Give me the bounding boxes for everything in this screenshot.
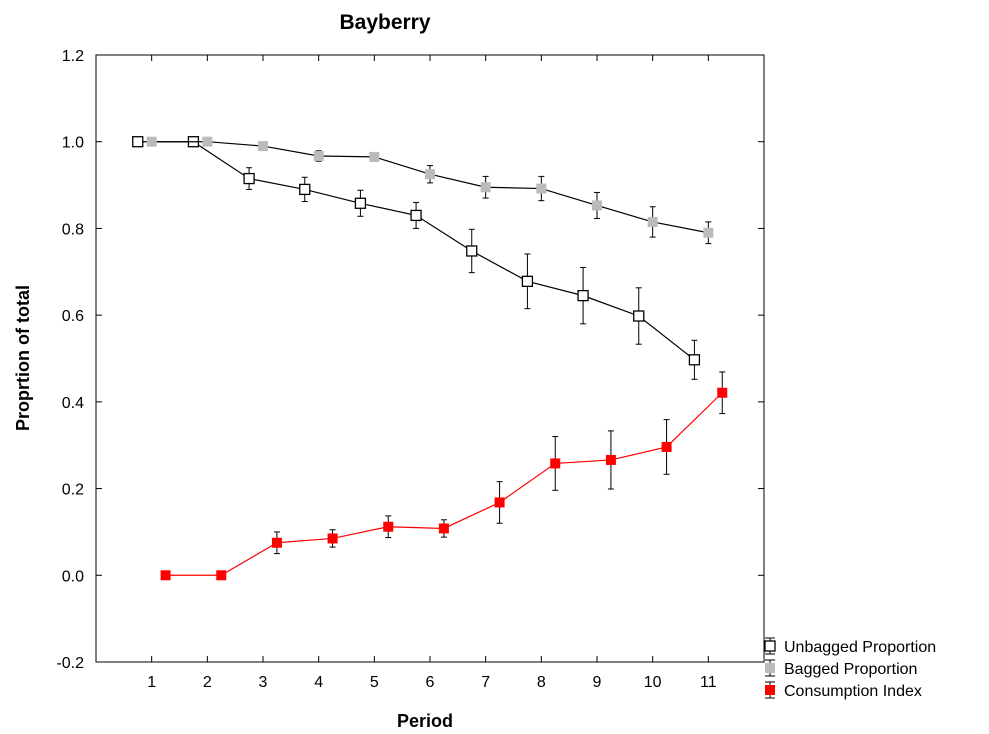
- x-tick-label: 2: [203, 674, 212, 691]
- legend-item: Consumption Index: [765, 681, 922, 700]
- legend: Unbagged Proportion Bagged Proportion Cons…: [764, 637, 936, 700]
- series-layer: [132, 136, 728, 581]
- y-tick-label: 1.2: [62, 48, 84, 65]
- data-point: [410, 209, 422, 222]
- data-point: [647, 216, 658, 227]
- series-consumption-index: [160, 371, 728, 581]
- y-tick-label: -0.2: [56, 655, 84, 672]
- data-point: [313, 151, 324, 162]
- data-point: [202, 136, 213, 147]
- x-tick-label: 4: [314, 674, 323, 691]
- data-point: [354, 197, 367, 209]
- y-axis: -0.2 0.0 0.2 0.4 0.6 0.8 1.0 1.2: [56, 48, 764, 672]
- data-point: [703, 227, 714, 238]
- legend-item: Unbagged Proportion: [764, 637, 936, 656]
- x-axis-label: Period: [397, 711, 453, 731]
- legend-item: Bagged Proportion: [765, 659, 917, 678]
- data-point: [216, 570, 227, 581]
- data-point: [536, 183, 547, 194]
- y-tick-label: 0.6: [62, 308, 84, 325]
- data-point: [438, 523, 449, 534]
- legend-marker: [765, 685, 775, 695]
- data-point: [466, 245, 478, 257]
- legend-marker: [764, 640, 776, 652]
- x-tick-label: 7: [481, 674, 490, 691]
- data-point: [494, 497, 505, 508]
- data-point: [369, 151, 380, 162]
- data-point: [717, 387, 728, 398]
- x-tick-label: 6: [426, 674, 435, 691]
- chart-title: Bayberry: [339, 11, 430, 34]
- series-line: [137, 141, 695, 361]
- y-tick-label: 1.0: [62, 135, 84, 152]
- data-point: [661, 441, 672, 452]
- x-tick-label: 9: [593, 674, 602, 691]
- data-point: [605, 454, 616, 465]
- data-point: [146, 136, 157, 147]
- data-point: [299, 183, 311, 196]
- series-line: [165, 392, 723, 576]
- data-point: [243, 172, 255, 185]
- data-point: [327, 533, 338, 544]
- data-point: [592, 200, 602, 211]
- data-point: [258, 141, 268, 152]
- y-tick-label: 0.2: [62, 482, 84, 499]
- x-tick-label: 1: [147, 674, 156, 691]
- data-point: [383, 521, 394, 532]
- data-point: [633, 310, 645, 322]
- x-tick-label: 11: [700, 674, 717, 691]
- y-axis-label: Proprtion of total: [13, 285, 33, 431]
- data-point: [550, 458, 561, 469]
- x-tick-label: 10: [644, 674, 662, 691]
- legend-marker: [765, 663, 775, 673]
- data-point: [577, 289, 589, 302]
- series-unbagged-proportion: [132, 136, 701, 380]
- y-tick-label: 0.4: [62, 395, 84, 412]
- data-point: [132, 136, 144, 148]
- x-tick-label: 5: [370, 674, 379, 691]
- data-point: [688, 354, 701, 366]
- y-tick-label: 0.0: [62, 568, 84, 585]
- data-point: [521, 275, 534, 287]
- series-line: [151, 141, 709, 234]
- x-tick-label: 3: [259, 674, 268, 691]
- series-bagged-proportion: [146, 136, 714, 245]
- y-tick-label: 0.8: [62, 221, 84, 238]
- legend-label: Consumption Index: [784, 683, 922, 700]
- x-axis: 1 2 3 4 5 6 7 8 9 10 11: [95, 55, 765, 691]
- data-point: [160, 570, 171, 581]
- legend-label: Unbagged Proportion: [784, 639, 936, 656]
- data-point: [271, 537, 282, 548]
- x-tick-label: 8: [537, 674, 546, 691]
- data-point: [480, 182, 491, 193]
- legend-label: Bagged Proportion: [784, 661, 917, 678]
- data-point: [425, 169, 435, 180]
